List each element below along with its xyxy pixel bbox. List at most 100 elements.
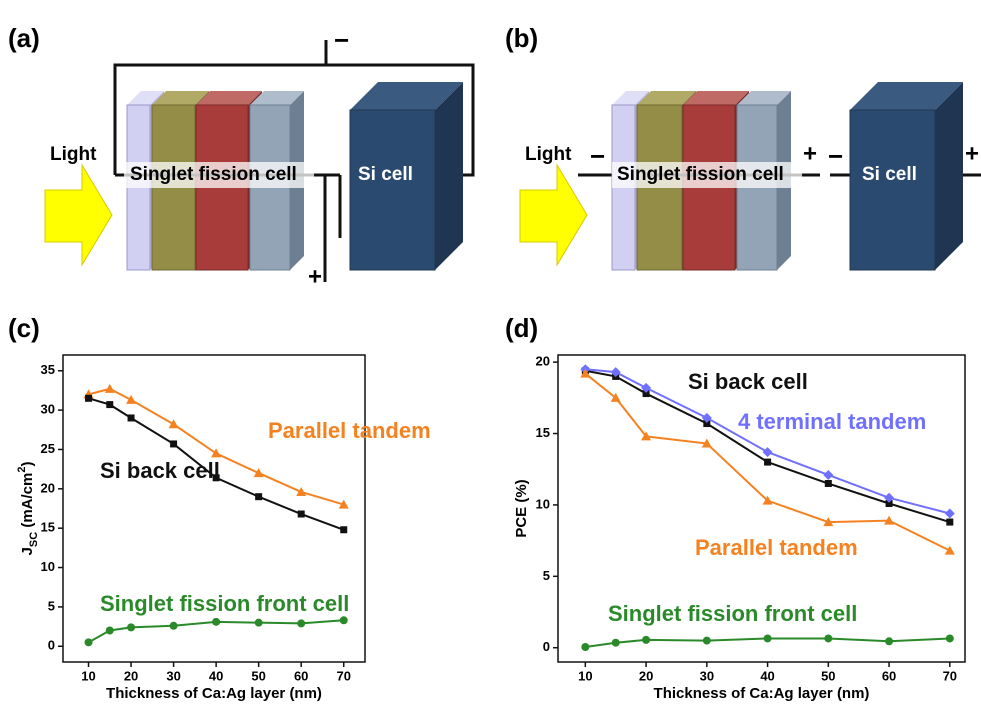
plus-label: + [965, 140, 979, 167]
marker [703, 637, 711, 645]
y-tick-label: 35 [41, 362, 55, 377]
plus-label: + [308, 263, 322, 290]
marker [106, 401, 113, 408]
x-tick-label: 10 [578, 668, 592, 683]
back-cell-label: Si cell [358, 164, 413, 185]
x-axis-label: Thickness of Ca:Ag layer (nm) [106, 685, 322, 702]
x-tick-label: 60 [294, 668, 308, 683]
y-tick-label: 0 [543, 639, 550, 654]
x-tick-label: 60 [882, 668, 896, 683]
x-tick-label: 30 [700, 668, 714, 683]
series-label: 4 terminal tandem [738, 409, 926, 434]
back-cell-label: Si cell [862, 164, 917, 185]
marker [128, 414, 135, 421]
x-tick-label: 40 [760, 668, 774, 683]
y-axis-label-part: (mA/cm [19, 473, 36, 532]
plus-label: + [803, 140, 817, 167]
marker [825, 480, 832, 487]
marker [823, 470, 833, 480]
marker [885, 637, 893, 645]
marker [581, 643, 589, 651]
marker [340, 616, 348, 624]
y-axis-label: PCE (%) [513, 479, 530, 537]
light-arrow [45, 165, 112, 265]
marker [946, 519, 953, 526]
y-tick-label: 20 [41, 480, 55, 495]
x-tick-label: 70 [336, 668, 350, 683]
light-label: Light [525, 144, 572, 165]
marker [170, 440, 177, 447]
y-tick-label: 0 [48, 638, 55, 653]
marker [340, 526, 347, 533]
marker [764, 459, 771, 466]
x-tick-label: 50 [251, 668, 265, 683]
y-tick-label: 5 [48, 598, 55, 613]
marker [945, 546, 955, 555]
marker [127, 623, 135, 631]
marker [254, 468, 264, 477]
light-arrow [520, 165, 587, 265]
x-tick-label: 30 [166, 668, 180, 683]
marker [642, 636, 650, 644]
y-tick-label: 15 [536, 425, 550, 440]
marker [211, 448, 221, 457]
panel-label: (c) [8, 313, 40, 343]
minus-label: − [334, 25, 349, 55]
y-axis-label: JSC (mA/cm2) [16, 462, 40, 556]
marker [298, 511, 305, 518]
series-label: Si back cell [688, 369, 808, 394]
x-tick-label: 70 [943, 668, 957, 683]
diagram-a: (a) Light Singlet fission cell Si cell −… [8, 23, 473, 290]
marker [297, 619, 305, 627]
marker [169, 419, 179, 428]
front-cell-label: Singlet fission cell [617, 164, 784, 185]
marker [85, 638, 93, 646]
marker [105, 384, 115, 393]
marker [255, 493, 262, 500]
y-tick-label: 25 [41, 441, 55, 456]
figure: (a) Light Singlet fission cell Si cell −… [0, 0, 981, 708]
marker [824, 634, 832, 642]
y-tick-label: 5 [543, 568, 550, 583]
marker [170, 622, 178, 630]
marker [763, 447, 773, 457]
marker [946, 634, 954, 642]
marker [106, 627, 114, 635]
panel-label: (d) [505, 313, 538, 343]
panel-label: (a) [8, 23, 40, 53]
y-tick-label: 10 [41, 559, 55, 574]
plot-frame [63, 355, 365, 662]
x-tick-label: 20 [639, 668, 653, 683]
light-label: Light [50, 144, 97, 165]
series-label: Parallel tandem [268, 418, 431, 443]
y-axis-label-part: J [19, 547, 36, 555]
y-tick-label: 15 [41, 520, 55, 535]
x-axis-label: Thickness of Ca:Ag layer (nm) [654, 685, 870, 702]
marker [212, 618, 220, 626]
y-axis-label-part: ) [19, 462, 36, 467]
marker [255, 619, 263, 627]
series-label: Si back cell [100, 458, 220, 483]
marker [126, 395, 136, 404]
x-tick-label: 10 [81, 668, 95, 683]
y-axis-label-part: SC [28, 532, 40, 547]
series-label: Singlet fission front cell [608, 601, 857, 626]
minus-label: − [828, 141, 843, 171]
x-tick-label: 50 [821, 668, 835, 683]
series-label: Singlet fission front cell [100, 591, 349, 616]
series-line [89, 389, 344, 505]
y-tick-label: 10 [536, 496, 550, 511]
marker [764, 634, 772, 642]
y-tick-label: 30 [41, 402, 55, 417]
minus-label: − [590, 141, 605, 171]
series-label: Parallel tandem [695, 535, 858, 560]
marker [945, 508, 955, 518]
diagram-b: (b) Light − Singlet fission cell + − Si … [505, 23, 981, 270]
marker [612, 639, 620, 647]
y-tick-label: 20 [536, 354, 550, 369]
x-tick-label: 40 [209, 668, 223, 683]
marker [85, 395, 92, 402]
x-tick-label: 20 [124, 668, 138, 683]
panel-label: (b) [505, 23, 538, 53]
front-cell-label: Singlet fission cell [130, 164, 297, 185]
